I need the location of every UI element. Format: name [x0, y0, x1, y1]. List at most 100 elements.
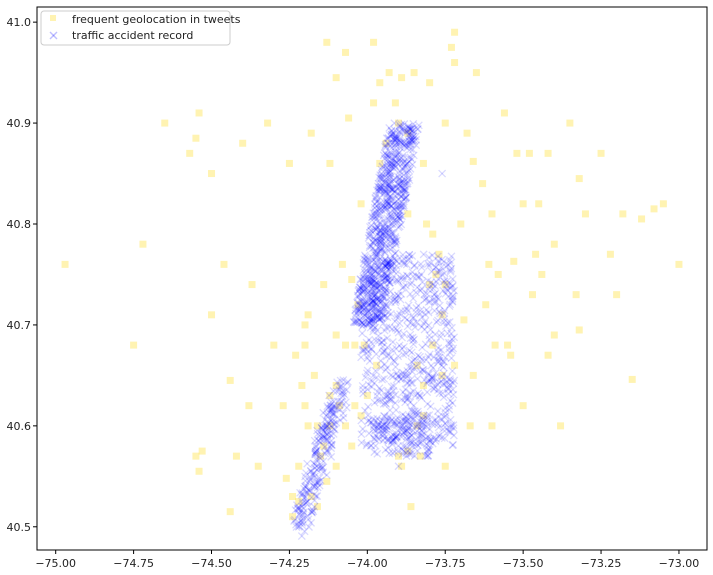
accident-point	[410, 364, 419, 373]
accident-point	[400, 370, 409, 379]
accident-point	[319, 431, 328, 440]
accident-point	[395, 128, 404, 137]
accident-point	[421, 451, 430, 460]
accident-point	[422, 422, 431, 431]
accident-point	[447, 422, 455, 431]
accident-point	[391, 133, 400, 142]
accident-point	[393, 276, 402, 284]
accident-point	[392, 135, 401, 144]
accident-point	[371, 323, 380, 332]
accident-point	[366, 298, 375, 307]
accident-point	[386, 353, 395, 362]
accident-point	[388, 185, 397, 194]
accident-point	[410, 261, 419, 270]
accident-point	[446, 300, 455, 309]
accident-point	[405, 137, 413, 146]
accident-point	[386, 184, 395, 193]
accident-point	[389, 185, 398, 194]
accident-point	[375, 183, 383, 192]
accident-point	[387, 130, 396, 139]
tweet-point	[307, 129, 315, 137]
accident-point	[366, 277, 375, 286]
accident-point	[387, 126, 396, 135]
accident-point	[377, 183, 386, 192]
tweet-point	[628, 375, 636, 383]
accident-point	[366, 262, 375, 271]
accident-point	[450, 376, 459, 385]
accident-point	[418, 427, 427, 436]
accident-point	[383, 181, 392, 190]
accident-point	[445, 348, 454, 357]
accident-point	[427, 278, 436, 287]
accident-point	[430, 381, 439, 390]
accident-point	[390, 291, 399, 300]
accident-point	[409, 387, 418, 395]
accident-point	[386, 163, 395, 172]
accident-point	[365, 231, 374, 240]
accident-point	[437, 329, 446, 338]
accident-point	[387, 127, 396, 136]
accident-point	[336, 398, 345, 407]
accident-point	[439, 380, 448, 388]
accident-point	[385, 413, 394, 422]
accident-point	[339, 409, 348, 418]
accident-point	[375, 315, 384, 324]
tweet-point	[429, 341, 437, 349]
accident-point	[294, 505, 303, 514]
accident-point	[371, 286, 380, 295]
accident-point	[337, 389, 346, 398]
accident-point	[409, 414, 418, 423]
accident-point	[355, 315, 364, 324]
accident-point	[444, 260, 453, 269]
accident-point	[367, 275, 376, 284]
tweet-point	[513, 149, 521, 157]
accident-point	[405, 131, 414, 140]
accident-point	[365, 319, 374, 328]
accident-point	[310, 496, 319, 505]
accident-point	[382, 206, 390, 214]
accident-point	[354, 305, 363, 314]
accident-point	[384, 240, 393, 249]
accident-point	[401, 413, 410, 422]
accident-point	[395, 341, 404, 350]
accident-point	[331, 403, 340, 412]
tweet-point	[335, 402, 343, 410]
accident-point	[371, 426, 379, 435]
tweet-point	[192, 134, 200, 142]
accident-point	[387, 230, 396, 238]
accident-point	[387, 159, 396, 168]
accident-point	[377, 232, 385, 241]
accident-point	[431, 263, 440, 272]
tweet-point	[226, 508, 234, 516]
accident-point	[409, 119, 418, 128]
accident-point	[371, 248, 380, 257]
accident-point	[443, 383, 452, 392]
accident-point	[440, 306, 449, 315]
accident-point	[405, 450, 414, 459]
accident-point	[305, 475, 314, 484]
tweet-point	[432, 270, 440, 278]
accident-point	[423, 276, 432, 285]
accident-point	[408, 145, 417, 154]
accident-point	[389, 196, 398, 204]
accident-point	[388, 266, 397, 275]
accident-point	[396, 187, 405, 196]
accident-point	[398, 450, 407, 459]
x-tick-label: −73.50	[503, 557, 544, 570]
accident-point	[369, 415, 378, 424]
accident-point	[362, 441, 371, 450]
accident-point	[438, 357, 447, 366]
accident-point	[400, 426, 409, 435]
accidents-series	[290, 119, 459, 541]
accident-point	[399, 350, 408, 359]
accident-point	[429, 284, 438, 293]
accident-point	[329, 429, 338, 438]
accident-point	[400, 415, 409, 424]
accident-point	[365, 319, 374, 328]
accident-point	[390, 317, 399, 326]
accident-point	[360, 308, 369, 317]
tweet-point	[239, 139, 247, 147]
accident-point	[440, 315, 449, 324]
accident-point	[433, 380, 442, 389]
accident-point	[390, 236, 399, 245]
